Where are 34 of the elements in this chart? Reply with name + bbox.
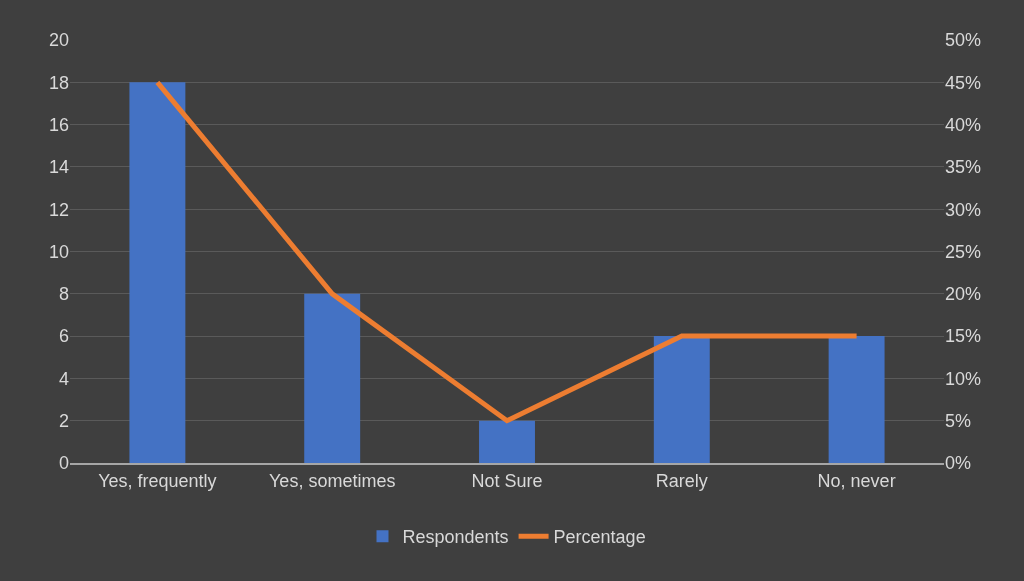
x-tick-label: Yes, frequently — [98, 470, 217, 491]
y-tick-label: 20 — [48, 30, 69, 51]
y-tick-label: 6 — [58, 326, 69, 347]
legend-label: Respondents — [402, 527, 509, 548]
x-tick-label: Not Sure — [471, 470, 543, 491]
y-tick-label: 12 — [48, 199, 69, 220]
y-tick-label: 4 — [58, 368, 69, 389]
y-tick-label: 0 — [58, 453, 69, 474]
legend-label: Percentage — [553, 527, 646, 548]
x-tick-label: Yes, sometimes — [269, 470, 396, 491]
y2-tick-label: 25% — [945, 241, 982, 262]
x-tick-label: No, never — [817, 470, 896, 491]
y2-tick-label: 0% — [945, 453, 972, 474]
y2-tick-label: 35% — [945, 157, 982, 178]
y2-tick-label: 45% — [945, 72, 982, 93]
y2-tick-label: 20% — [945, 284, 982, 305]
y-tick-label: 14 — [48, 157, 69, 178]
y-tick-label: 18 — [48, 72, 69, 93]
y2-tick-label: 30% — [945, 199, 982, 220]
y-tick-label: 2 — [58, 411, 69, 431]
bar — [479, 420, 535, 463]
y2-tick-label: 15% — [945, 326, 982, 347]
bar — [129, 82, 186, 463]
y2-tick-label: 10% — [945, 368, 982, 389]
y-tick-label: 16 — [48, 114, 69, 135]
bar — [653, 336, 710, 463]
bar — [828, 336, 885, 463]
y2-tick-label: 5% — [945, 411, 972, 431]
x-tick-label: Rarely — [655, 470, 708, 491]
y-tick-label: 8 — [58, 284, 69, 305]
y2-tick-label: 50% — [945, 30, 982, 51]
bar — [304, 293, 361, 463]
y-tick-label: 10 — [48, 241, 69, 262]
y2-tick-label: 40% — [945, 114, 982, 135]
